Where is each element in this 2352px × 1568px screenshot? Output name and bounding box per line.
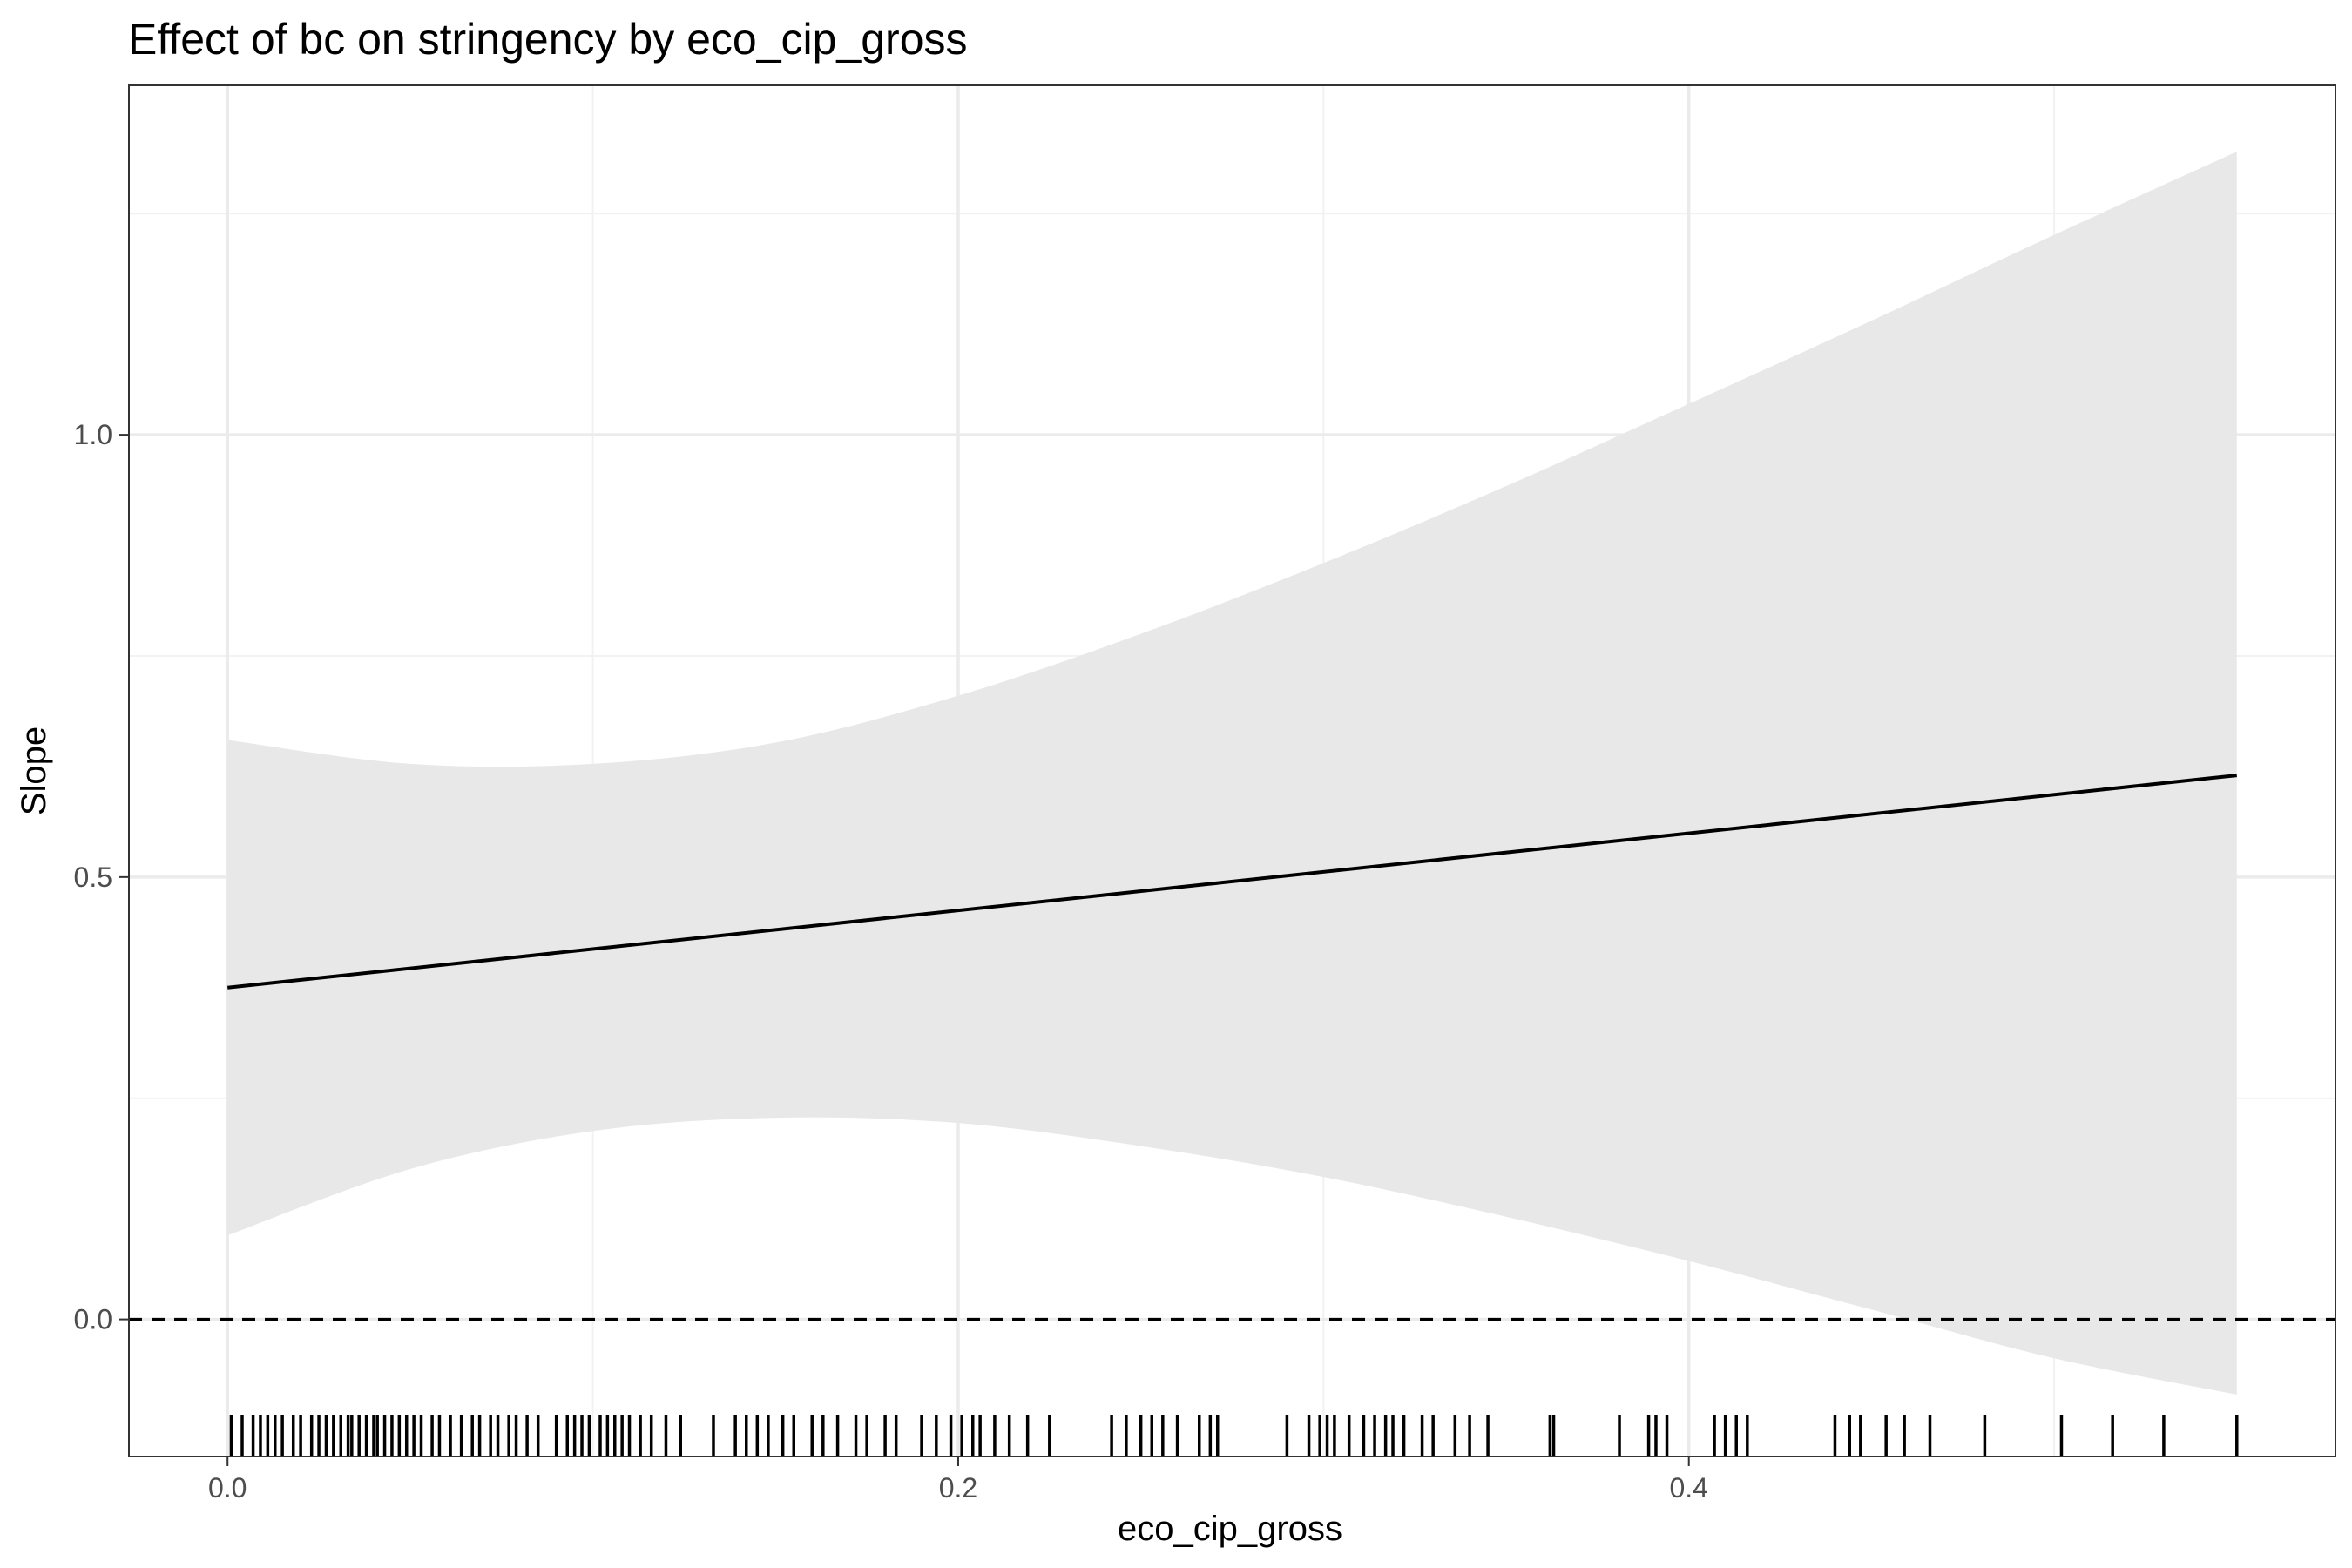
chart-title: Effect of bc on stringency by eco_cip_gr… bbox=[128, 15, 968, 64]
y-axis-title: Slope bbox=[15, 727, 53, 815]
x-tick-label: 0.0 bbox=[208, 1472, 247, 1504]
x-axis-title: eco_cip_gross bbox=[1118, 1510, 1342, 1548]
x-tick-label: 0.4 bbox=[1669, 1472, 1707, 1504]
panel-border bbox=[128, 84, 2336, 1457]
y-axis: 0.0 0.5 1.0 bbox=[74, 419, 129, 1335]
y-tick-label: 0.5 bbox=[74, 862, 112, 893]
y-tick-label: 0.0 bbox=[74, 1304, 112, 1335]
slope-line bbox=[227, 774, 2237, 990]
series-layer bbox=[227, 774, 2237, 990]
rug-marks bbox=[229, 1415, 2239, 1456]
y-tick-label: 1.0 bbox=[74, 419, 112, 450]
x-tick-label: 0.2 bbox=[939, 1472, 977, 1504]
confidence-band bbox=[227, 152, 2237, 1395]
x-axis: 0.0 0.2 0.4 bbox=[208, 1456, 1708, 1504]
